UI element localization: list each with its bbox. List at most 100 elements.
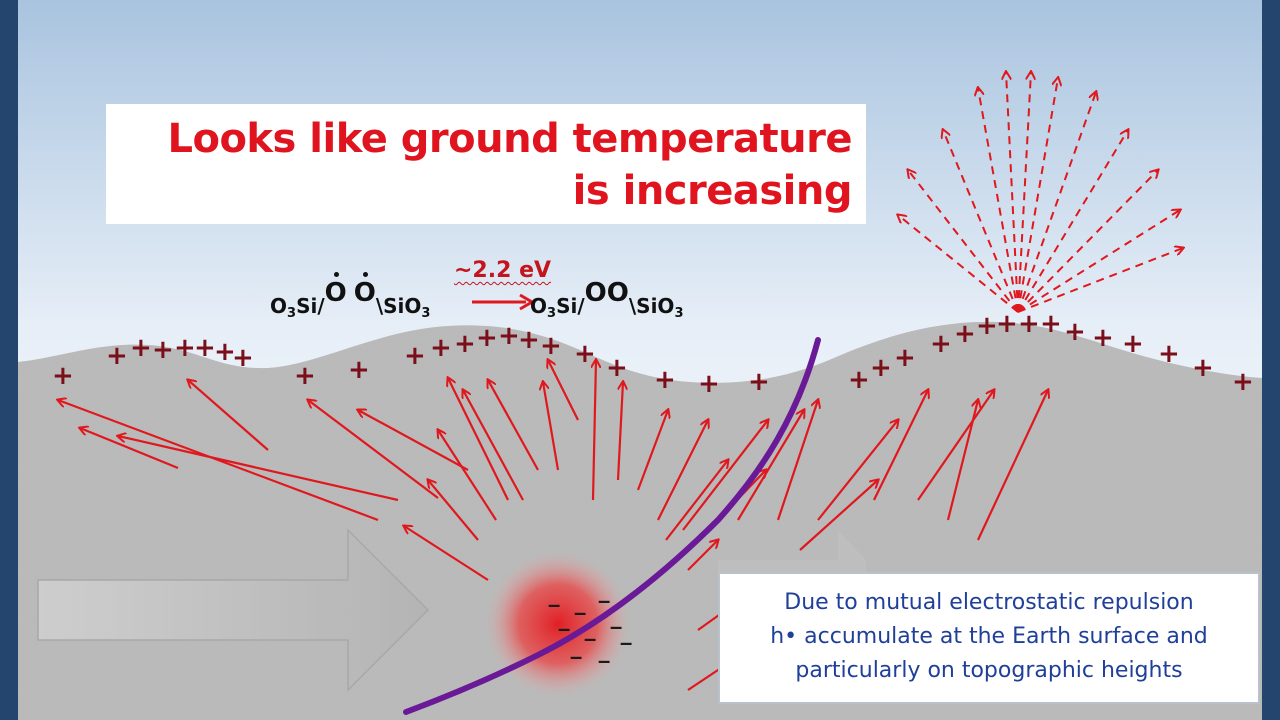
hole-flow-arrow <box>873 390 928 501</box>
negative-charge: – <box>558 616 570 641</box>
positive-charge: + <box>476 323 498 353</box>
radical-oxygen-2: O <box>353 272 376 308</box>
emission-ray <box>1017 248 1183 313</box>
emission-rays <box>898 72 1183 313</box>
positive-charge: + <box>574 339 596 369</box>
peroxy-bond: OO <box>584 278 629 308</box>
hole-flow-arrow <box>799 480 878 551</box>
positive-charge: + <box>654 365 676 395</box>
hole-flow-arrow <box>636 410 668 491</box>
emission-ray <box>908 170 1019 313</box>
negative-charges: – – –– – –– –– <box>548 588 632 673</box>
reaction-product: O3Si/OO\SiO3 <box>530 278 684 321</box>
positive-charge: + <box>748 367 770 397</box>
fault-line <box>403 337 821 715</box>
positive-charge: + <box>976 311 998 341</box>
reactant-prefix: O <box>270 294 288 318</box>
hole-flow-arrow <box>682 420 768 531</box>
negative-charge: – <box>610 614 622 639</box>
reactant-suffix-sub: 3 <box>421 306 431 321</box>
emission-ray <box>1017 210 1180 313</box>
positive-charge: + <box>1122 329 1144 359</box>
hole-flow-arrow <box>448 378 509 501</box>
positive-charge: + <box>1040 309 1062 339</box>
reaction-arrow <box>472 293 535 311</box>
hole-flow-arrow <box>118 436 399 502</box>
hole-flow-arrow <box>358 410 469 471</box>
hole-flow-arrow <box>463 390 524 501</box>
positive-charge: + <box>1018 309 1040 339</box>
hole-flow-arrow <box>548 360 579 421</box>
emission-ray <box>943 130 1019 313</box>
title-box: Looks like ground temperature is increas… <box>106 104 866 224</box>
positive-charge: + <box>214 337 236 367</box>
negative-charge: – <box>620 630 632 655</box>
positive-charge: + <box>930 329 952 359</box>
hole-flow-arrow <box>404 526 489 581</box>
positive-charge: + <box>1192 353 1214 383</box>
positive-charge: + <box>232 343 254 373</box>
hole-flow-arrow <box>776 400 818 521</box>
positive-charge: + <box>870 353 892 383</box>
hole-flow-arrow <box>428 480 479 541</box>
negative-charge: – <box>598 588 610 613</box>
negative-charge: – <box>598 648 610 673</box>
negative-charge: – <box>548 592 560 617</box>
reaction-energy: ~2.2 eV <box>454 258 551 283</box>
hole-flow-arrow <box>543 382 560 471</box>
hole-flow-arrow <box>665 460 728 541</box>
slide-canvas: – – – – – – – – – + + + + + + + + + + + + + + + + + + + + + + + + + + + + + +… <box>18 0 1262 720</box>
hole-flow-arrow <box>58 400 379 522</box>
product-suffix: \SiO <box>628 294 675 318</box>
hole-flow-arrows <box>58 360 1048 691</box>
product-suffix-sub: 3 <box>674 306 684 321</box>
positive-charge: + <box>996 309 1018 339</box>
emission-ray <box>978 88 1019 313</box>
hole-flow-arrow <box>977 390 1048 541</box>
hole-flow-arrow <box>946 400 978 521</box>
stress-push-arrow <box>37 528 430 692</box>
positive-charge: + <box>1158 339 1180 369</box>
positive-charge: + <box>540 331 562 361</box>
positive-charge: + <box>454 329 476 359</box>
hole-flow-arrow <box>737 410 804 521</box>
surface-positive-charges: ++ + + +++++ + + + + + ++ + + + + + + + + + + + ++ + + + + + + + + <box>52 309 1254 399</box>
positive-charge: + <box>348 355 370 385</box>
hole-flow-arrow <box>488 380 539 471</box>
positive-charge: + <box>698 369 720 399</box>
caption-line-1: Due to mutual electrostatic repulsion <box>784 590 1194 615</box>
hole-flow-arrow <box>188 380 269 451</box>
positive-charge: + <box>498 321 520 351</box>
positive-charge: + <box>1232 367 1254 397</box>
product-mid: Si/ <box>556 294 585 318</box>
positive-charge: + <box>518 325 540 355</box>
negative-charge: – <box>570 644 582 669</box>
positive-charge: + <box>130 333 152 363</box>
negative-charge: – <box>574 600 586 625</box>
product-prefix: O <box>530 294 548 318</box>
emission-ray <box>1017 92 1096 313</box>
emission-ray <box>1006 72 1019 313</box>
positive-charge: + <box>174 333 196 363</box>
hole-flow-arrow <box>438 430 497 521</box>
positive-charge: + <box>430 333 452 363</box>
caption-box: Due to mutual electrostatic repulsion h•… <box>718 572 1260 704</box>
emission-ray <box>1017 78 1058 313</box>
energy-label: ~2.2 eV <box>454 258 552 283</box>
emission-ray <box>898 215 1019 313</box>
hole-flow-arrow <box>308 400 439 499</box>
positive-charge: + <box>194 333 216 363</box>
positive-charge: + <box>848 365 870 395</box>
positive-charge: + <box>954 319 976 349</box>
positive-charge: + <box>1064 317 1086 347</box>
hole-flow-arrow <box>80 428 179 470</box>
reactant-mid: Si/ <box>296 294 325 318</box>
positive-charge: + <box>106 341 128 371</box>
product-sub: 3 <box>547 306 557 321</box>
hole-flow-arrow <box>593 360 596 501</box>
emission-ray <box>1017 72 1031 313</box>
hole-flow-arrow <box>817 420 898 521</box>
radical-oxygen-1: O <box>324 272 347 308</box>
positive-charge: + <box>894 343 916 373</box>
